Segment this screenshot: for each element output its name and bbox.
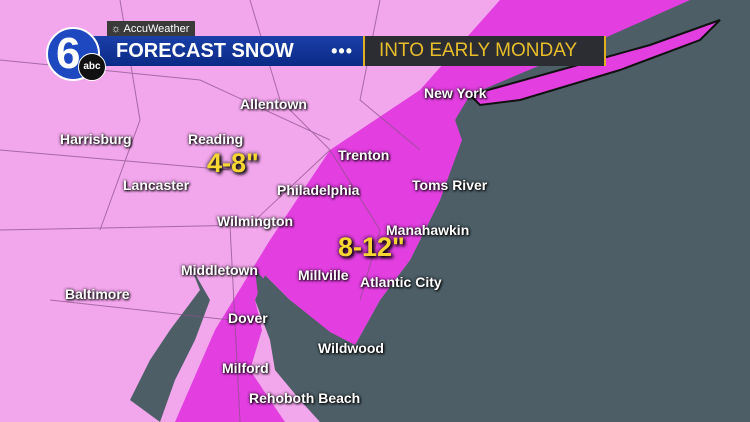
title-panel: FORECAST SNOW ••• — [78, 36, 363, 66]
city-label: Wilmington — [217, 213, 294, 229]
title: FORECAST SNOW — [116, 39, 294, 62]
city-label: Baltimore — [65, 286, 130, 302]
city-label: Rehoboth Beach — [249, 390, 361, 406]
sun-icon: ☼ — [111, 23, 124, 35]
city-label: Millville — [298, 267, 349, 283]
chesapeake-bay — [130, 265, 210, 422]
dots-icon: ••• — [331, 41, 353, 61]
city-label: Atlantic City — [360, 274, 442, 290]
land-light-zone — [0, 0, 500, 422]
city-label: Philadelphia — [277, 182, 360, 198]
subtitle-panel: INTO EARLY MONDAY — [363, 36, 606, 66]
subtitle: INTO EARLY MONDAY — [379, 40, 578, 61]
city-label: Milford — [222, 360, 269, 376]
city-label: Reading — [188, 131, 244, 147]
city-label: New York — [424, 85, 487, 101]
city-label: Harrisburg — [60, 131, 132, 147]
abc-logo: abc — [78, 53, 106, 81]
amount-label: 4-8" — [207, 148, 259, 178]
city-label: Trenton — [338, 147, 390, 163]
title-bar: FORECAST SNOW ••• INTO EARLY MONDAY — [78, 36, 606, 66]
city-label: Toms River — [412, 177, 488, 193]
city-label: Wildwood — [318, 340, 384, 356]
delaware-bay — [255, 270, 335, 370]
city-label: Middletown — [181, 262, 258, 278]
city-label: Manahawkin — [386, 222, 470, 238]
station-logo: 6 — [46, 27, 100, 81]
amount-label: 8-12" — [338, 232, 405, 262]
city-label: Dover — [228, 310, 268, 326]
heavy-snow-zone — [175, 0, 690, 422]
city-label: Lancaster — [123, 177, 190, 193]
city-label: Allentown — [240, 96, 307, 112]
county-borders — [0, 0, 421, 422]
accuweather-badge: ☼ AccuWeather — [107, 21, 196, 37]
